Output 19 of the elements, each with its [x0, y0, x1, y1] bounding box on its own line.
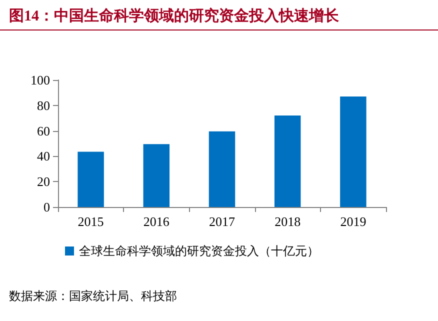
source-note: 数据来源：国家统计局、科技部: [9, 289, 177, 303]
x-tick-label: 2019: [340, 214, 366, 229]
y-tick-label: 40: [37, 148, 50, 164]
x-tick-label: 2016: [143, 214, 170, 229]
bar: [78, 152, 104, 207]
bar: [340, 96, 366, 207]
y-tick-label: 100: [30, 72, 50, 88]
bar: [274, 116, 301, 207]
legend-label: 全球生命科学领域的研究资金投入（十亿元）: [79, 244, 319, 258]
bar: [143, 144, 170, 207]
y-tick-label: 80: [37, 98, 50, 113]
y-tick-label: 60: [37, 123, 50, 138]
y-tick-label: 20: [37, 174, 50, 190]
y-tick-label: 0: [44, 200, 50, 214]
x-tick-label: 2017: [209, 214, 236, 229]
bar: [208, 131, 236, 207]
x-tick-label: 2018: [274, 214, 301, 229]
x-tick-label: 2015: [78, 214, 104, 229]
chart-title: 图14：中国生命科学领域的研究资金投入快速增长: [9, 6, 340, 24]
